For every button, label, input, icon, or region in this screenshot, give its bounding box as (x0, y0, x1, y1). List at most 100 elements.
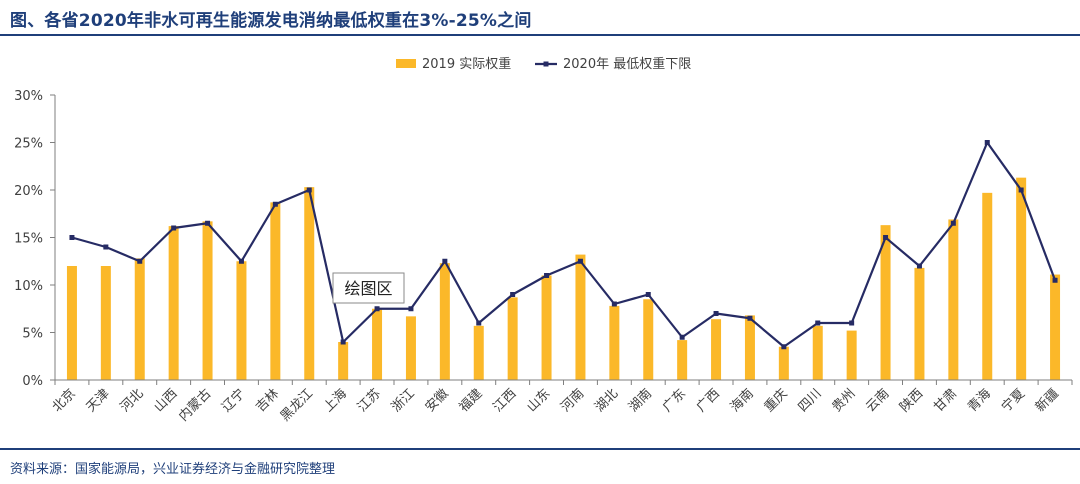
bar (168, 226, 179, 380)
legend-line-marker (543, 61, 549, 67)
x-tick-label: 贵州 (829, 386, 858, 415)
line-point (984, 140, 990, 145)
x-tick-label: 上海 (321, 386, 350, 415)
plot-area-tooltip: 绘图区 (332, 272, 405, 304)
line-point (544, 273, 550, 278)
legend-bar-label: 2019 实际权重 (422, 56, 511, 72)
y-tick-label: 30% (14, 89, 43, 104)
x-tick-label: 四川 (796, 386, 825, 415)
y-tick-label: 10% (14, 279, 43, 294)
line-series (69, 140, 1058, 350)
x-tick-label: 安徽 (423, 386, 452, 415)
line-point (883, 235, 889, 240)
chart-area: 2019 实际权重 2020年 最低权重下限 0% 5% 10% 15% 20% 25% 30… (0, 40, 1080, 440)
line-point (69, 235, 75, 240)
x-tick-label: 江西 (490, 386, 519, 415)
bar (100, 266, 111, 380)
x-tick-label: 云南 (863, 386, 893, 416)
bar (473, 325, 484, 380)
bar (982, 192, 993, 380)
line-point (340, 339, 346, 345)
line-point (815, 320, 821, 326)
bar (575, 254, 586, 380)
x-tick-label: 宁夏 (998, 386, 1028, 416)
line-point (137, 258, 143, 264)
x-tick-label: 陕西 (897, 386, 926, 415)
bar (134, 258, 145, 380)
legend: 2019 实际权重 2020年 最低权重下限 (396, 56, 691, 72)
tooltip-box (332, 272, 405, 304)
x-tick-label: 北京 (50, 386, 79, 415)
line-point (713, 311, 719, 316)
x-tick-label: 黑龙江 (278, 386, 316, 424)
x-tick-label: 重庆 (761, 386, 791, 416)
bar (609, 305, 620, 380)
x-tick-label: 河南 (558, 386, 588, 416)
bar (439, 263, 450, 380)
bar (236, 261, 247, 380)
chart-svg: 2019 实际权重 2020年 最低权重下限 0% 5% 10% 15% 20% 25% 30… (14, 56, 1073, 424)
line-point (510, 292, 516, 297)
x-tick-label: 福建 (457, 386, 486, 415)
bar (812, 325, 823, 380)
bar (677, 340, 688, 380)
line-point (103, 244, 109, 250)
title-bar: 图、各省2020年非水可再生能源发电消纳最低权重在3%-25%之间 (0, 0, 1080, 36)
x-tick-label: 辽宁 (219, 386, 249, 416)
x-tick-label: 广东 (660, 386, 689, 415)
x-tick-label: 湖北 (592, 386, 621, 415)
bar (744, 315, 755, 380)
x-tick-label: 山东 (524, 386, 553, 415)
line-point (747, 315, 753, 321)
y-axis: 0% 5% 10% 15% 20% 25% 30% (14, 89, 56, 389)
bar (338, 342, 349, 380)
line-point (306, 187, 312, 193)
chart-title: 图、各省2020年非水可再生能源发电消纳最低权重在3%-25%之间 (10, 11, 532, 31)
bar (541, 275, 552, 380)
y-tick-label: 0% (22, 374, 43, 389)
tooltip-label: 绘图区 (344, 279, 392, 298)
bar (405, 316, 416, 380)
line-point (916, 263, 922, 269)
x-tick-label: 山西 (151, 386, 180, 415)
line-point (950, 220, 956, 226)
line-point (205, 220, 211, 226)
x-tick-label: 广西 (694, 386, 723, 415)
line-point (849, 320, 855, 326)
bar (711, 319, 722, 380)
x-tick-label: 江苏 (354, 386, 384, 416)
line-point (171, 225, 177, 231)
line-point (476, 320, 482, 326)
line-point (611, 301, 617, 307)
y-tick-label: 5% (22, 327, 43, 342)
line-point (577, 258, 583, 264)
line-point (781, 344, 787, 350)
line-point (442, 258, 448, 264)
bar (914, 267, 925, 380)
line-point (1018, 187, 1024, 193)
bar (270, 202, 281, 380)
x-tick-label: 甘肃 (931, 386, 960, 415)
x-tick-label: 天津 (84, 386, 113, 415)
bar (1050, 274, 1061, 380)
legend-line-label: 2020年 最低权重下限 (563, 56, 691, 72)
y-tick-label: 15% (14, 232, 43, 247)
bar (202, 221, 213, 380)
x-tick-label: 吉林 (253, 386, 282, 415)
x-tick-label: 海南 (727, 386, 757, 416)
bar-series (66, 177, 1061, 380)
bar (948, 219, 959, 380)
bar (1016, 177, 1027, 380)
line-point (272, 201, 278, 207)
x-tick-label: 河北 (118, 386, 147, 415)
x-tick-label: 新疆 (1032, 386, 1062, 416)
legend-bar-swatch (396, 59, 416, 68)
y-tick-label: 20% (14, 184, 43, 199)
source-bar: 资料来源：国家能源局，兴业证券经济与金融研究院整理 (0, 448, 1080, 484)
line-point (645, 292, 651, 297)
bar (778, 346, 789, 380)
bar (880, 225, 891, 380)
line-point (1052, 277, 1058, 283)
y-tick-label: 25% (14, 137, 43, 152)
